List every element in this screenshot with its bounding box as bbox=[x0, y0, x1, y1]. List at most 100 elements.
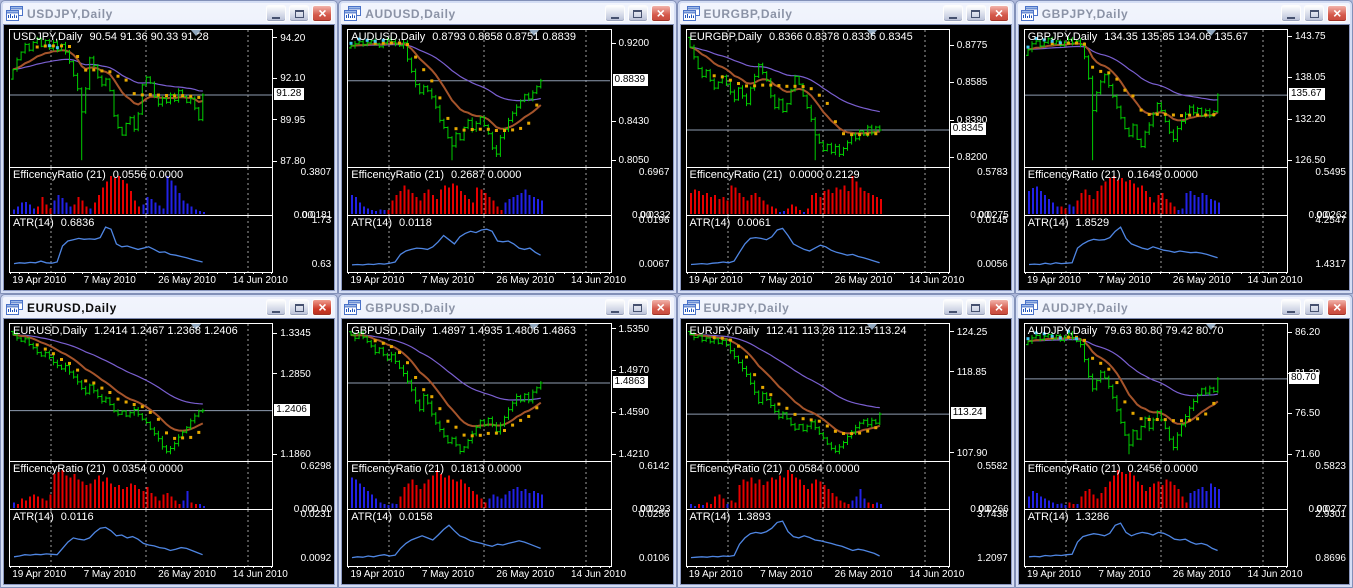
efficiency-ratio-panel[interactable]: EfficencyRatio (21) 0.2456 0.0000 bbox=[1023, 461, 1288, 510]
atr-panel[interactable]: ATR(14) 1.8529 bbox=[1023, 215, 1288, 273]
time-axis[interactable]: 19 Apr 2010 7 May 2010 26 May 2010 14 Ju… bbox=[9, 272, 333, 287]
atr-panel[interactable]: ATR(14) 0.0158 bbox=[347, 509, 612, 567]
window-titlebar[interactable]: USDJPY,Daily × bbox=[3, 3, 335, 24]
minimize-button[interactable] bbox=[604, 299, 625, 316]
price-scale[interactable]: 0.8345 0.8775 0.8585 0.8390 0.8200 bbox=[949, 29, 1010, 168]
chart-window: AUDJPY,Daily × AUDJPY,Daily 79.63 80.80 7… bbox=[1014, 294, 1353, 588]
atr-scale[interactable]: 4.2547 1.4317 bbox=[1288, 215, 1348, 273]
window-titlebar[interactable]: AUDJPY,Daily × bbox=[1018, 297, 1350, 318]
er-scale-zero: 0.00 bbox=[1308, 210, 1328, 221]
minimize-button[interactable] bbox=[942, 299, 963, 316]
time-axis[interactable]: 19 Apr 2010 7 May 2010 26 May 2010 14 Ju… bbox=[347, 566, 671, 581]
efficiency-ratio-scale[interactable]: 0.5783 0.00 0.0275 bbox=[950, 167, 1010, 221]
window-titlebar[interactable]: GBPJPY,Daily × bbox=[1018, 3, 1350, 24]
price-chart[interactable]: EURUSD,Daily 1.2414 1.2467 1.2368 1.2406 bbox=[9, 323, 274, 462]
price-chart[interactable]: EURGBP,Daily 0.8366 0.8378 0.8336 0.8345 bbox=[685, 29, 950, 168]
window-titlebar[interactable]: EURUSD,Daily × bbox=[3, 297, 335, 318]
er-scale-zero: 0.00 bbox=[970, 210, 990, 221]
atr-canvas bbox=[352, 216, 587, 272]
maximize-button[interactable] bbox=[627, 299, 648, 316]
efficiency-ratio-panel[interactable]: EfficencyRatio (21) 0.0584 0.0000 bbox=[685, 461, 950, 510]
atr-scale[interactable]: 0.0145 0.0056 bbox=[950, 215, 1010, 273]
price-chart[interactable]: GBPJPY,Daily 134.35 135.85 134.06 135.67 bbox=[1023, 29, 1288, 168]
price-tick-label: 1.4210 bbox=[611, 449, 649, 460]
price-scale[interactable]: 113.24 124.25 118.85 107.90 bbox=[949, 323, 1010, 462]
minimize-button[interactable] bbox=[1281, 5, 1301, 22]
price-chart[interactable]: GBPUSD,Daily 1.4897 1.4935 1.4806 1.4863 bbox=[347, 323, 612, 462]
efficiency-ratio-scale[interactable]: 0.5582 0.00 0.0266 bbox=[950, 461, 1010, 515]
indicator-name-label: ATR(14) bbox=[13, 511, 54, 523]
window-titlebar[interactable]: EURJPY,Daily × bbox=[680, 297, 1012, 318]
window-titlebar[interactable]: GBPUSD,Daily × bbox=[341, 297, 673, 318]
time-axis[interactable]: 19 Apr 2010 7 May 2010 26 May 2010 14 Ju… bbox=[1024, 272, 1348, 287]
efficiency-ratio-scale[interactable]: 0.5823 0.00 0.0277 bbox=[1288, 461, 1348, 515]
efficiency-ratio-scale[interactable]: 0.5495 0.00 0.0262 bbox=[1288, 167, 1348, 221]
time-axis[interactable]: 19 Apr 2010 7 May 2010 26 May 2010 14 Ju… bbox=[9, 566, 333, 581]
efficiency-ratio-scale[interactable]: 0.6142 0.00 0.0293 bbox=[612, 461, 672, 515]
atr-panel[interactable]: ATR(14) 0.6836 bbox=[9, 215, 274, 273]
time-axis[interactable]: 19 Apr 2010 7 May 2010 26 May 2010 14 Ju… bbox=[686, 566, 1010, 581]
price-chart[interactable]: USDJPY,Daily 90.54 91.36 90.33 91.28 bbox=[9, 29, 274, 168]
atr-panel[interactable]: ATR(14) 0.0061 bbox=[685, 215, 950, 273]
price-chart[interactable]: AUDJPY,Daily 79.63 80.80 79.42 80.70 bbox=[1023, 323, 1288, 462]
price-chart[interactable]: EURJPY,Daily 112.41 113.28 112.15 113.24 bbox=[685, 323, 950, 462]
maximize-button[interactable] bbox=[627, 5, 648, 22]
atr-scale[interactable]: 0.0256 0.0106 bbox=[612, 509, 672, 567]
window-titlebar[interactable]: AUDUSD,Daily × bbox=[341, 3, 673, 24]
time-axis[interactable]: 19 Apr 2010 7 May 2010 26 May 2010 14 Ju… bbox=[347, 272, 671, 287]
price-scale[interactable]: 1.2406 1.3345 1.2850 1.1860 bbox=[273, 323, 333, 462]
close-button[interactable]: × bbox=[312, 5, 333, 22]
close-button[interactable]: × bbox=[988, 5, 1009, 22]
atr-scale[interactable]: 0.0196 0.0067 bbox=[612, 215, 672, 273]
atr-scale[interactable]: 3.7438 1.2097 bbox=[950, 509, 1010, 567]
minimize-button[interactable] bbox=[604, 5, 625, 22]
minimize-button[interactable] bbox=[942, 5, 963, 22]
window-titlebar[interactable]: EURGBP,Daily × bbox=[680, 3, 1012, 24]
atr-scale[interactable]: 2.9301 0.8696 bbox=[1288, 509, 1348, 567]
close-button[interactable]: × bbox=[1327, 299, 1347, 316]
efficiency-ratio-scale[interactable]: 0.6298 0.00 0.00 bbox=[273, 461, 333, 515]
price-scale[interactable]: 91.28 94.20 92.10 89.95 87.80 bbox=[273, 29, 333, 168]
efficiency-ratio-panel[interactable]: EfficencyRatio (21) 0.0556 0.0000 bbox=[9, 167, 274, 216]
scroll-marker-triangle-icon bbox=[1205, 30, 1216, 41]
efficiency-ratio-panel[interactable]: EfficencyRatio (21) 0.1813 0.0000 bbox=[347, 461, 612, 510]
price-chart-canvas bbox=[1024, 30, 1287, 167]
efficiency-ratio-panel[interactable]: EfficencyRatio (21) 0.0000 0.2129 bbox=[685, 167, 950, 216]
maximize-button[interactable] bbox=[289, 299, 310, 316]
maximize-button[interactable] bbox=[1304, 5, 1324, 22]
close-button[interactable]: × bbox=[650, 299, 671, 316]
efficiency-ratio-panel[interactable]: EfficencyRatio (21) 0.2687 0.0000 bbox=[347, 167, 612, 216]
maximize-button[interactable] bbox=[289, 5, 310, 22]
atr-panel[interactable]: ATR(14) 1.3286 bbox=[1023, 509, 1288, 567]
close-button[interactable]: × bbox=[650, 5, 671, 22]
price-chart[interactable]: AUDUSD,Daily 0.8793 0.8858 0.8751 0.8839 bbox=[347, 29, 612, 168]
atr-scale[interactable]: 1.73 0.63 bbox=[273, 215, 333, 273]
maximize-button[interactable] bbox=[1304, 299, 1324, 316]
atr-scale-max: 4.2547 bbox=[1315, 215, 1346, 226]
minimize-button[interactable] bbox=[1281, 299, 1301, 316]
time-axis[interactable]: 19 Apr 2010 7 May 2010 26 May 2010 14 Ju… bbox=[686, 272, 1010, 287]
close-button[interactable]: × bbox=[988, 299, 1009, 316]
price-scale[interactable]: 0.8839 0.9200 0.8430 0.8050 bbox=[611, 29, 672, 168]
price-scale[interactable]: 135.67 143.75 138.05 132.20 126.50 bbox=[1288, 29, 1348, 168]
atr-panel[interactable]: ATR(14) 1.3893 bbox=[685, 509, 950, 567]
minimize-button[interactable] bbox=[266, 299, 287, 316]
close-button[interactable]: × bbox=[312, 299, 333, 316]
efficiency-ratio-scale[interactable]: 0.3807 0.00 0.0181 bbox=[273, 167, 333, 221]
minimize-button[interactable] bbox=[266, 5, 287, 22]
atr-panel[interactable]: ATR(14) 0.0116 bbox=[9, 509, 274, 567]
maximize-button[interactable] bbox=[965, 299, 986, 316]
price-tick-label: 132.20 bbox=[1288, 114, 1326, 125]
price-scale[interactable]: 1.4863 1.5350 1.4970 1.4590 1.4210 bbox=[611, 323, 672, 462]
er-scale-zero: 0.00 bbox=[970, 504, 990, 515]
efficiency-ratio-panel[interactable]: EfficencyRatio (21) 0.0354 0.0000 bbox=[9, 461, 274, 510]
atr-panel[interactable]: ATR(14) 0.0118 bbox=[347, 215, 612, 273]
efficiency-ratio-scale[interactable]: 0.6967 0.00 0.0332 bbox=[612, 167, 672, 221]
atr-scale[interactable]: 0.0231 0.0092 bbox=[273, 509, 333, 567]
chart-header: AUDUSD,Daily 0.8793 0.8858 0.8751 0.8839 bbox=[351, 31, 576, 43]
efficiency-ratio-panel[interactable]: EfficencyRatio (21) 0.1649 0.0000 bbox=[1023, 167, 1288, 216]
time-axis[interactable]: 19 Apr 2010 7 May 2010 26 May 2010 14 Ju… bbox=[1024, 566, 1348, 581]
close-button[interactable]: × bbox=[1327, 5, 1347, 22]
maximize-button[interactable] bbox=[965, 5, 986, 22]
